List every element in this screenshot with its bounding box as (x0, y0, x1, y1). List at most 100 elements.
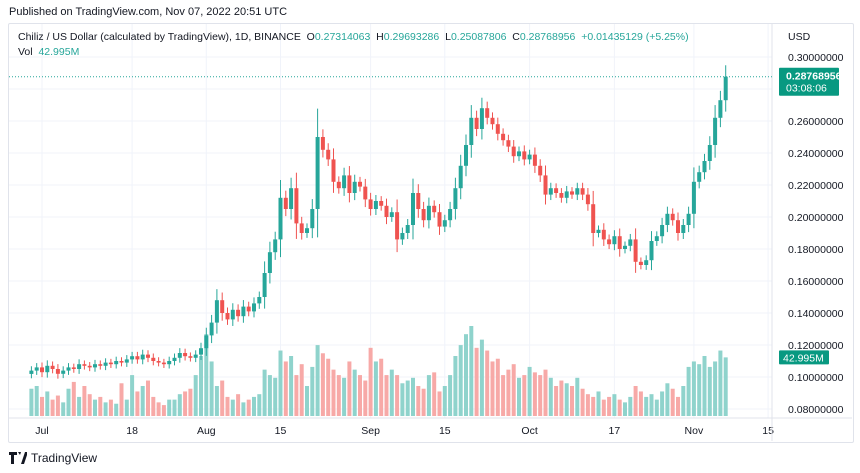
symbol-title[interactable]: Chiliz / US Dollar (calculated by Tradin… (18, 31, 301, 43)
candle-body (638, 261, 643, 265)
candle-body (485, 108, 490, 118)
candle-body (40, 367, 44, 373)
candle-body (114, 361, 119, 365)
volume-bar (644, 396, 649, 416)
volume-bar (416, 386, 421, 416)
volume-bar (267, 375, 272, 416)
candle-body (713, 117, 718, 145)
candle-body (177, 353, 182, 358)
volume-bar (199, 356, 203, 416)
volume-bar (697, 364, 702, 416)
candle-body (405, 225, 410, 233)
candle-body (331, 159, 336, 182)
volume-bar (236, 394, 241, 416)
volume-bar (294, 375, 299, 416)
candle-body (718, 100, 723, 118)
candle-body (686, 213, 691, 225)
candle-body (310, 209, 315, 229)
volume-bar (183, 391, 188, 416)
volume-bar (130, 375, 135, 416)
volume-bar (723, 357, 728, 416)
volume-bar (607, 396, 612, 416)
candle-body (267, 252, 272, 273)
volume-bar (554, 386, 559, 416)
candle-body (119, 361, 124, 363)
volume-bar (633, 386, 638, 416)
volume-bar (453, 356, 458, 416)
candle-body (527, 154, 532, 160)
volume-bar (464, 334, 468, 416)
candle-body (506, 140, 511, 147)
candle-body (676, 220, 680, 233)
volume-bar (278, 350, 283, 416)
y-tick-label: 0.16000000 (788, 276, 844, 288)
volume-bar (400, 383, 405, 416)
candle-body (559, 193, 564, 198)
volume-bar (363, 380, 368, 416)
volume-bar (146, 380, 150, 416)
candle-body (660, 225, 665, 237)
volume-bar (654, 399, 659, 416)
volume-bar (702, 356, 707, 416)
volume-bar (596, 391, 601, 416)
volume-bar (87, 394, 92, 416)
candle-body (71, 367, 76, 369)
candle-body (199, 348, 203, 355)
volume-bar (299, 364, 304, 416)
candle-body (193, 354, 198, 358)
candle-body (548, 188, 553, 195)
candle-body (299, 223, 304, 233)
y-tick-label: 0.26000000 (788, 116, 844, 128)
volume-bar (543, 369, 548, 416)
volume-bar (61, 402, 66, 416)
candle-body (469, 117, 474, 145)
y-tick-label: 0.12000000 (788, 340, 844, 352)
candle-body (511, 146, 516, 157)
volume-bar (315, 345, 320, 416)
candle-body (87, 365, 92, 368)
candle-body (161, 362, 166, 365)
y-tick-label: 0.18000000 (788, 244, 844, 256)
y-tick-label: 0.30000000 (788, 52, 844, 64)
candle-body (225, 313, 230, 320)
published-caption: Published on TradingView.com, Nov 07, 20… (9, 6, 288, 18)
volume-bar (564, 383, 569, 416)
volume-bar (352, 369, 357, 416)
candle-body (416, 193, 421, 209)
candle-body (379, 201, 384, 206)
candle-body (55, 369, 60, 374)
candle-body (723, 76, 728, 101)
volume-bar (474, 347, 479, 416)
volume-bar (623, 402, 627, 416)
volume-bar (262, 369, 267, 416)
candle-body (691, 181, 696, 214)
y-tick-label: 0.20000000 (788, 212, 844, 224)
candle-body (236, 309, 241, 317)
y-tick-label: 0.22000000 (788, 180, 844, 192)
last-volume-tag (779, 350, 829, 365)
y-tick-label: 0.10000000 (788, 372, 844, 384)
candle-body (633, 239, 638, 262)
candle-body (336, 181, 341, 189)
candle-body (585, 194, 590, 205)
volume-bar (289, 356, 294, 416)
volume-bar (220, 380, 225, 416)
candle-body (257, 297, 262, 304)
candle-body (151, 357, 156, 361)
candle-body (204, 335, 209, 349)
volume-bar (601, 399, 606, 416)
volume-bar (411, 377, 415, 416)
close-value: 0.28768956 (519, 31, 576, 43)
volume-bar (713, 361, 718, 416)
volume-bar (177, 394, 182, 416)
tradingview-logo[interactable]: TradingView (9, 451, 97, 465)
candle-body (411, 193, 415, 225)
volume-bar (29, 388, 34, 416)
candle-body (554, 188, 559, 193)
candle-body (342, 175, 347, 189)
volume-bar (437, 391, 442, 416)
volume-bar (405, 380, 410, 416)
volume-bar (384, 375, 389, 416)
candle-body (77, 364, 82, 369)
